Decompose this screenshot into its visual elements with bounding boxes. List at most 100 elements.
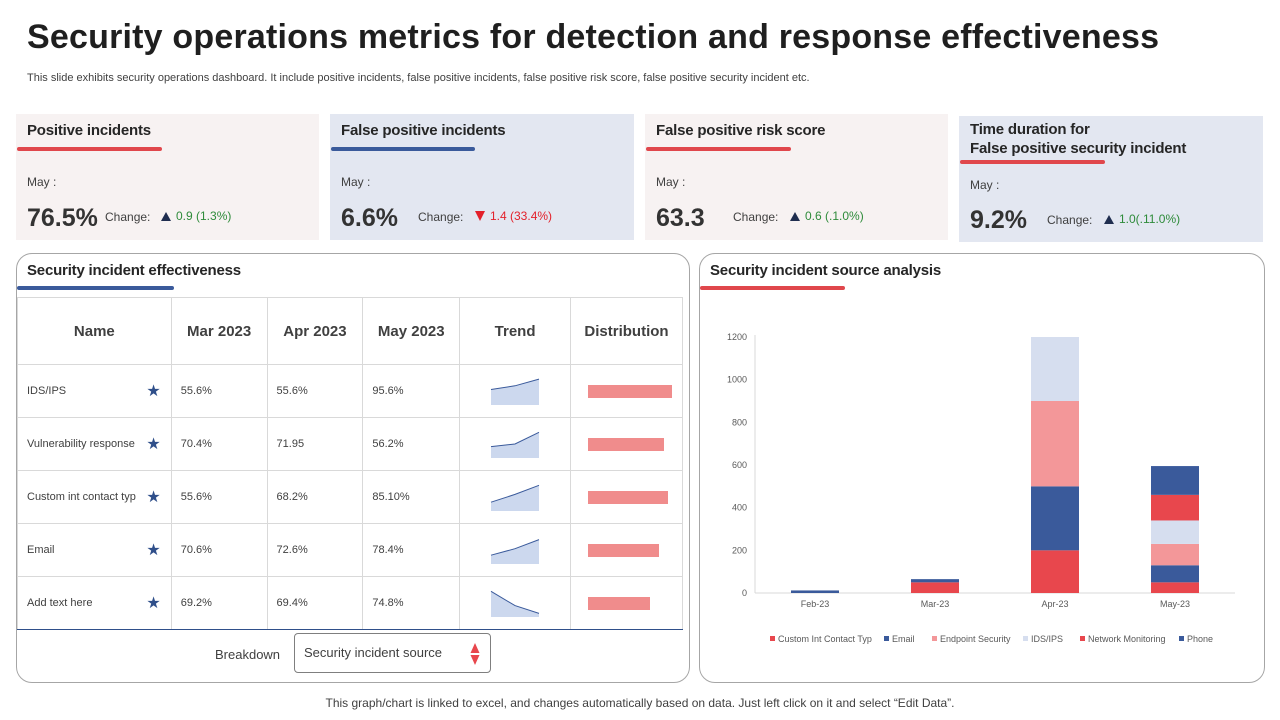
kpi-month: May : xyxy=(27,175,57,189)
panel-title: Security incident effectiveness xyxy=(27,262,241,279)
bar-segment xyxy=(911,579,959,583)
table-row: Custom int contact typ ★ 55.6% 68.2% 85.10% xyxy=(17,470,684,524)
column-header-apr: Apr 2023 xyxy=(266,297,364,365)
kpi-title-line2: False positive security incident xyxy=(970,140,1187,157)
trend-line xyxy=(490,590,540,614)
cell-distribution xyxy=(569,417,684,471)
cell-may: 85.10% xyxy=(362,470,461,524)
kpi-delta: 0.6 (.1.0%) xyxy=(790,209,864,223)
kpi-delta: 1.0(.11.0%) xyxy=(1104,212,1180,226)
cell-trend xyxy=(459,470,571,524)
cell-apr: 69.4% xyxy=(266,576,364,630)
row-name: Email xyxy=(27,544,55,556)
cell-mar: 70.6% xyxy=(170,523,268,577)
trend-sparkline xyxy=(490,590,540,617)
kpi-month: May : xyxy=(656,175,686,189)
bar-segment xyxy=(911,582,959,593)
panel-underline xyxy=(17,286,174,290)
y-tick-label: 800 xyxy=(732,417,747,427)
kpi-card-time-duration: Time duration for False positive securit… xyxy=(959,116,1263,242)
cell-name: Vulnerability response ★ xyxy=(17,417,172,471)
panel-underline xyxy=(700,286,845,290)
cell-trend xyxy=(459,576,571,630)
star-icon[interactable]: ★ xyxy=(146,383,161,400)
breakdown-select-value: Security incident source xyxy=(304,645,443,660)
arrow-up-icon xyxy=(161,211,171,221)
kpi-value: 6.6% xyxy=(341,204,398,232)
legend-label: Network Monitoring xyxy=(1088,634,1166,644)
column-header-may: May 2023 xyxy=(362,297,461,365)
arrow-up-icon xyxy=(790,211,800,221)
distribution-bar xyxy=(587,596,650,610)
legend-swatch xyxy=(884,636,889,641)
cell-may: 74.8% xyxy=(362,576,461,630)
star-icon[interactable]: ★ xyxy=(146,489,161,506)
kpi-change-label: Change: xyxy=(733,210,779,224)
cell-mar: 70.4% xyxy=(170,417,268,471)
x-tick-label: Apr-23 xyxy=(1041,599,1068,609)
kpi-value: 9.2% xyxy=(970,206,1027,234)
cell-distribution xyxy=(569,523,684,577)
row-name: Custom int contact typ xyxy=(27,491,136,503)
effectiveness-table: Name Mar 2023 Apr 2023 May 2023 Trend Di… xyxy=(17,297,684,630)
cell-trend xyxy=(459,364,571,418)
arrow-down-icon xyxy=(475,211,485,221)
table-row: IDS/IPS ★ 55.6% 55.6% 95.6% xyxy=(17,364,684,418)
cell-trend xyxy=(459,523,571,577)
row-name: Vulnerability response xyxy=(27,438,135,450)
star-icon[interactable]: ★ xyxy=(146,595,161,612)
legend-swatch xyxy=(1179,636,1184,641)
page-title: Security operations metrics for detectio… xyxy=(27,18,1160,56)
cell-may: 95.6% xyxy=(362,364,461,418)
cell-name: Add text here ★ xyxy=(17,576,172,630)
bar-segment xyxy=(1031,401,1079,487)
distribution-bar xyxy=(587,437,664,451)
kpi-underline xyxy=(646,147,791,151)
cell-apr: 72.6% xyxy=(266,523,364,577)
table-header-row: Name Mar 2023 Apr 2023 May 2023 Trend Di… xyxy=(17,297,684,365)
legend-label: Email xyxy=(892,634,915,644)
bar-segment xyxy=(1031,486,1079,551)
star-icon[interactable]: ★ xyxy=(146,542,161,559)
legend-swatch xyxy=(932,636,937,641)
panel-title: Security incident source analysis xyxy=(710,262,941,279)
kpi-title: Positive incidents xyxy=(27,122,151,139)
bar-segment xyxy=(1151,543,1199,566)
x-tick-label: Feb-23 xyxy=(801,599,830,609)
effectiveness-panel: Security incident effectiveness Name Mar… xyxy=(16,253,690,683)
x-tick-label: May-23 xyxy=(1160,599,1190,609)
cell-apr: 71.95 xyxy=(266,417,364,471)
column-header-trend: Trend xyxy=(459,297,571,365)
trend-line xyxy=(491,378,540,391)
kpi-delta-value: 1.4 (33.4%) xyxy=(490,209,553,223)
kpi-delta-value: 1.0(.11.0%) xyxy=(1119,212,1181,226)
kpi-delta: 1.4 (33.4%) xyxy=(475,209,552,223)
kpi-change-label: Change: xyxy=(1047,213,1093,227)
legend-swatch xyxy=(770,636,775,641)
x-tick-label: Mar-23 xyxy=(921,599,950,609)
legend-label: Phone xyxy=(1187,634,1213,644)
kpi-underline xyxy=(17,147,162,151)
trend-area xyxy=(491,539,540,564)
cell-mar: 55.6% xyxy=(170,364,268,418)
table-row: Vulnerability response ★ 70.4% 71.95 56.2% xyxy=(17,417,684,471)
cell-apr: 55.6% xyxy=(266,364,364,418)
bar-segment xyxy=(1031,337,1079,401)
star-icon[interactable]: ★ xyxy=(146,436,161,453)
kpi-change-label: Change: xyxy=(105,210,151,224)
trend-line xyxy=(490,484,540,503)
column-header-distribution: Distribution xyxy=(569,297,684,365)
bar-segment xyxy=(1151,520,1199,544)
y-tick-label: 600 xyxy=(732,460,747,470)
cell-mar: 55.6% xyxy=(170,470,268,524)
stacked-bar-chart: 0 200 400 600 800 1000 1200 Feb-23 Mar-23 Apr-23 M… xyxy=(727,332,1235,644)
spinner-arrows-icon[interactable] xyxy=(470,642,480,666)
kpi-card-false-positive-incidents: False positive incidents May : 6.6% Chan… xyxy=(330,114,634,240)
trend-sparkline xyxy=(491,431,540,458)
legend-swatch xyxy=(1080,636,1085,641)
table-row: Email ★ 70.6% 72.6% 78.4% xyxy=(17,523,684,577)
kpi-delta: 0.9 (1.3%) xyxy=(161,209,231,223)
y-tick-label: 1000 xyxy=(727,375,747,385)
breakdown-select[interactable]: Security incident source xyxy=(294,633,491,673)
trend-area xyxy=(491,379,540,405)
